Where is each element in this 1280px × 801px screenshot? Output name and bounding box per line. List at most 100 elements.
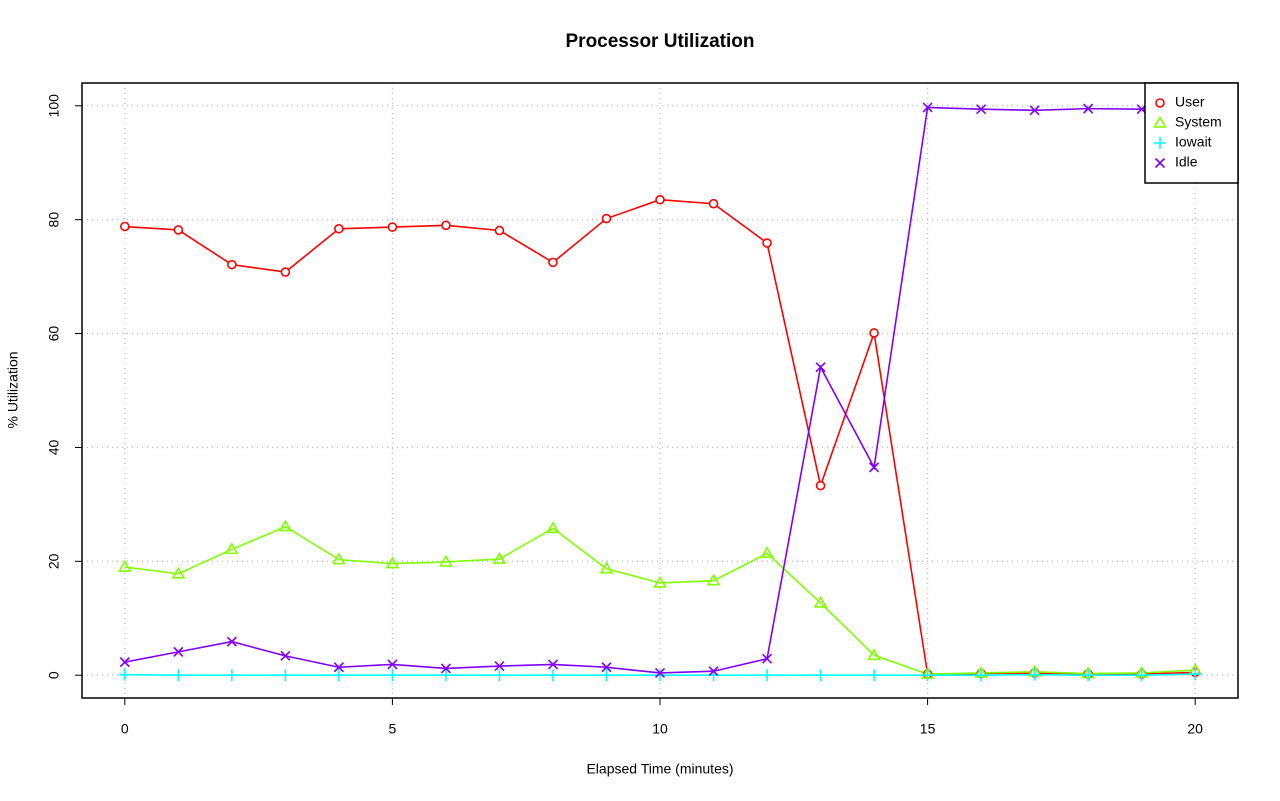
legend-label: Iowait [1175,134,1212,150]
x-tick-label: 10 [652,721,668,737]
legend-label: User [1175,94,1205,110]
point-bg [709,199,718,208]
point [492,551,507,564]
point [706,573,721,586]
point [867,648,881,661]
point [762,238,772,248]
point-bg [441,221,450,230]
point [279,669,292,682]
point-bg [602,214,611,223]
point [439,554,453,567]
point-bg [656,195,664,204]
point [226,636,237,647]
y-tick-label: 40 [46,439,62,455]
x-tick-label: 15 [920,721,936,737]
series-line [124,525,1196,675]
point [494,661,505,672]
point [494,225,505,236]
point [546,521,560,534]
point [117,559,132,572]
y-tick-label: 60 [46,326,62,342]
point [493,669,506,682]
point [654,669,666,682]
y-tick-label: 100 [46,94,62,118]
point [869,462,880,473]
legend-label: System [1175,114,1222,130]
point [173,225,184,235]
point [280,650,291,661]
point [761,669,774,682]
point [547,659,559,670]
point-bg [120,222,129,231]
point-bg [816,481,825,490]
point-bg [870,328,879,337]
point-bg [388,223,397,232]
point [546,669,559,682]
x-tick-label: 5 [389,721,397,737]
point [655,194,665,205]
y-axis-title: % Utilization [5,351,21,428]
point [653,575,667,588]
y-tick-label: 80 [46,212,62,228]
point [439,669,452,682]
point-bg [281,268,290,277]
point-bg [495,226,504,235]
point [760,546,774,559]
point [761,653,773,664]
point [548,257,558,268]
point [119,657,130,668]
point [1029,105,1040,116]
point [387,659,398,670]
point [227,259,237,270]
point [280,267,291,277]
legend-marker [1154,157,1166,169]
point [708,198,719,209]
point [332,552,346,565]
point [387,222,398,232]
point [120,221,130,232]
point [278,519,293,532]
point [601,213,612,224]
x-axis-title: Elapsed Time (minutes) [586,761,733,777]
point [976,104,987,115]
point [1082,669,1095,682]
point-bg [763,239,772,248]
point [333,662,344,673]
y-tick-label: 0 [46,671,62,679]
x-tick-label: 0 [121,721,129,737]
point [708,666,719,677]
point [975,669,988,682]
point [173,646,184,657]
legend-marker [1153,115,1167,128]
point [224,542,239,555]
legend-marker [1154,137,1166,149]
point [600,669,613,682]
point [1028,668,1041,681]
point [1083,103,1094,114]
point [172,669,185,682]
point-bg [227,260,236,269]
point [869,328,879,338]
y-tick-label: 20 [46,553,62,569]
point [385,556,400,569]
point [1135,669,1148,682]
point-bg [334,224,343,233]
point [654,667,666,679]
point [921,669,934,682]
point [813,595,828,608]
point [815,480,826,491]
point [814,669,827,682]
point [922,102,933,113]
point [118,668,131,681]
point [868,669,881,682]
point [440,663,451,674]
point [601,662,612,673]
point [225,669,238,682]
plot-frame [81,82,1239,699]
point [815,362,826,373]
point [171,566,186,579]
point [599,561,614,574]
point [386,669,399,682]
point [334,223,344,234]
